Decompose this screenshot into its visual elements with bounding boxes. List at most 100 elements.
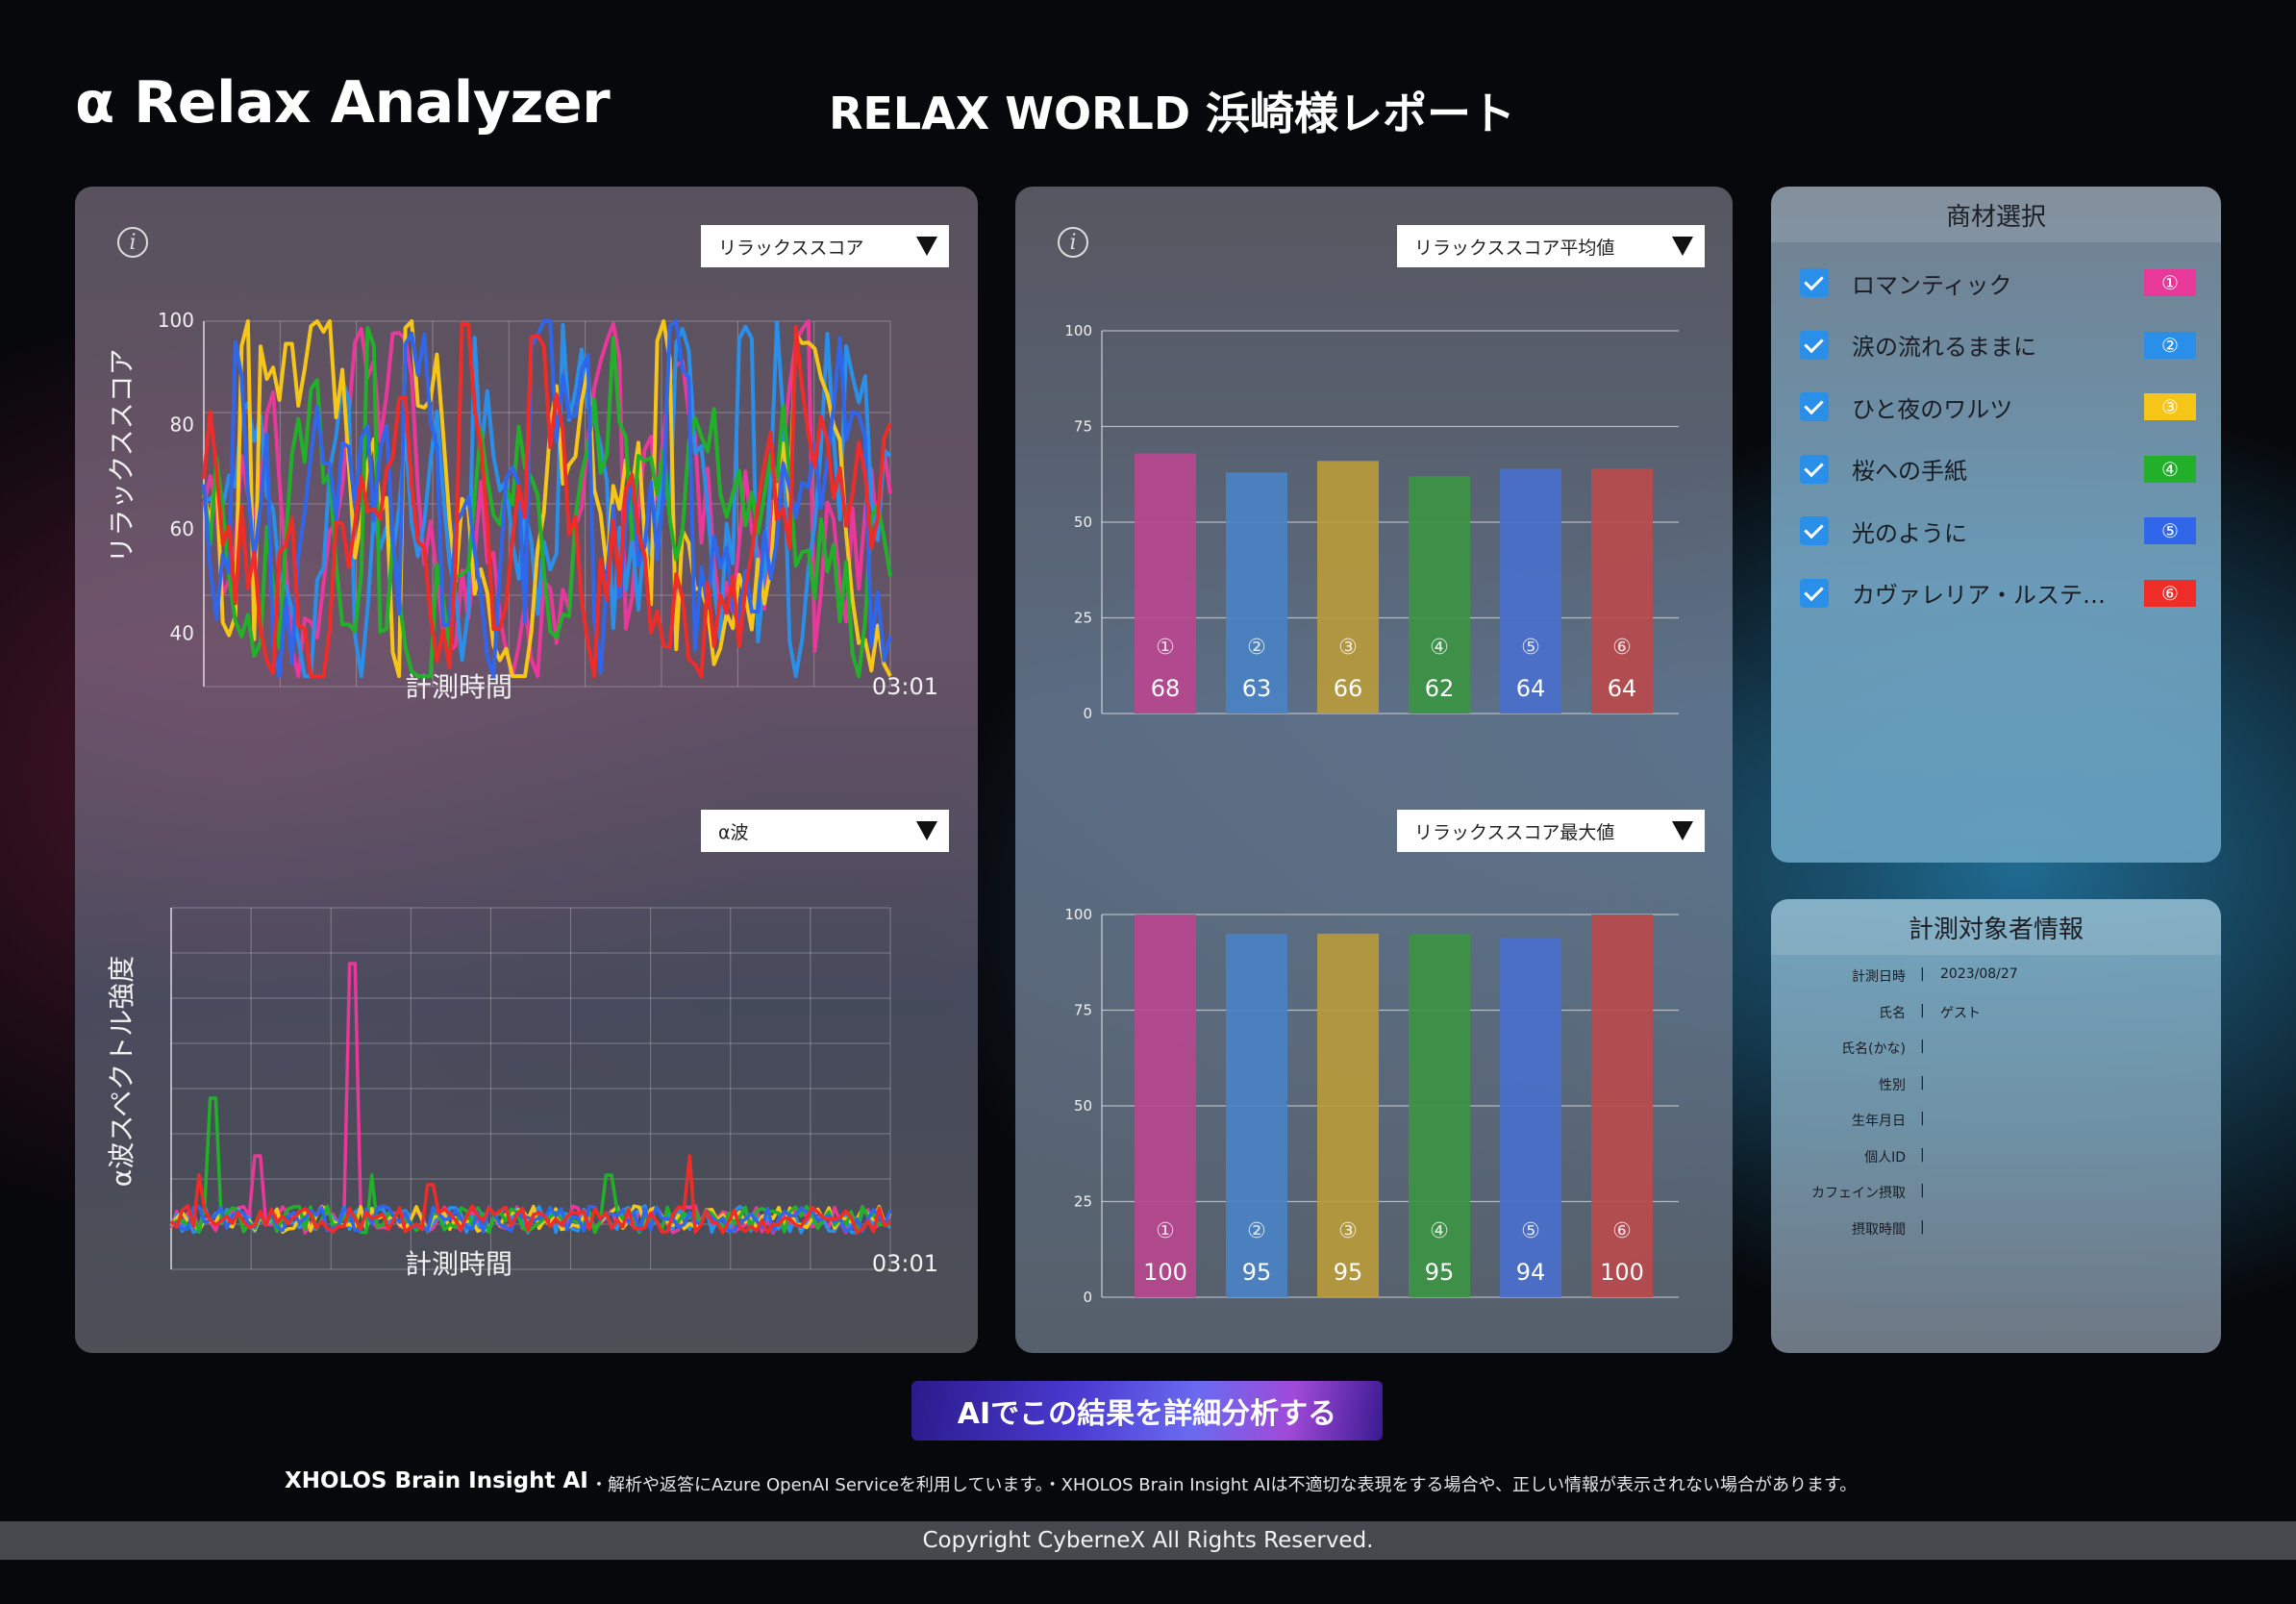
series-line [170,1096,891,1235]
y-tick-label: 50 [1074,1097,1092,1115]
info-key: 個人ID [1864,1149,1906,1165]
y-tick-label: 80 [170,414,194,437]
y-tick-label: 100 [1064,322,1092,339]
bar-value-label: 64 [1516,675,1546,702]
info-icon[interactable]: i [117,227,148,258]
y-tick-label: 25 [1074,610,1092,627]
y-tick-label: 0 [1083,1289,1092,1306]
bar-value-label: 95 [1334,1259,1363,1286]
info-separator: | [1920,1146,1925,1163]
info-separator: | [1920,1218,1925,1235]
series-line [169,1154,891,1235]
score-metric-dropdown[interactable]: リラックススコア [701,225,949,267]
info-separator: | [1920,1074,1925,1090]
dropdown-label: リラックススコア最大値 [1414,821,1615,843]
bar-category-label: ③ [1338,1219,1358,1243]
product-item[interactable]: 桜への手紙 ④ [1771,439,2221,501]
dropdown-label: α波 [718,821,749,843]
y-axis-label: α波スペクトル強度 [106,956,137,1188]
y-tick-label: 75 [1074,418,1092,436]
y-tick-label: 60 [170,517,194,540]
product-label: 涙の流れるままに [1852,334,2036,362]
y-tick-label: 25 [1074,1193,1092,1211]
y-tick-label: 100 [158,309,194,332]
bar-category-label: ① [1156,1219,1175,1243]
footer-brand: XHOLOS Brain Insight AI [285,1468,588,1493]
bar-value-label: 100 [1143,1259,1187,1286]
product-item[interactable]: ロマンティック ① [1771,252,2221,314]
bar[interactable] [1500,468,1561,714]
copyright-text: Copyright CyberneX All Rights Reserved. [922,1528,1374,1553]
checkbox[interactable] [1800,516,1829,546]
series-badge: ④ [2144,455,2196,483]
info-icon[interactable]: i [1058,227,1088,258]
elapsed-time-label: 03:01 [872,1250,938,1277]
y-tick-label: 0 [1083,705,1092,722]
bar-category-label: ② [1247,1219,1266,1243]
info-row: カフェイン摂取 | [1771,1173,2221,1210]
product-label: 桜への手紙 [1852,458,1967,486]
info-key: 摂取時間 [1852,1221,1906,1238]
ai-analyze-button[interactable]: AIでこの結果を詳細分析する [911,1381,1383,1441]
bar[interactable] [1135,453,1196,714]
info-key: 氏名 [1879,1005,1906,1021]
bar-category-label: ⑤ [1521,1219,1540,1243]
bar[interactable] [1135,915,1196,1297]
info-value: 2023/08/27 [1940,966,2018,982]
bar-value-label: 63 [1242,675,1272,702]
info-key: 生年月日 [1852,1114,1906,1129]
checkbox[interactable] [1800,268,1829,298]
checkbox[interactable] [1800,392,1829,422]
y-tick-label: 50 [1074,514,1092,531]
product-item[interactable]: 涙の流れるままに ② [1771,314,2221,377]
info-row: 個人ID | [1771,1138,2221,1174]
y-tick-label: 75 [1074,1002,1092,1019]
wave-band-dropdown[interactable]: α波 [701,810,949,852]
info-row: 氏名(かな) | [1771,1029,2221,1065]
bar[interactable] [1317,933,1379,1297]
checkbox[interactable] [1800,578,1829,608]
bar-value-label: 94 [1516,1259,1546,1286]
bar[interactable] [1226,933,1287,1297]
bar-value-label: 100 [1600,1259,1644,1286]
series-badge: ⑤ [2144,517,2196,545]
bar-category-label: ⑥ [1612,1219,1632,1243]
bar[interactable] [1500,937,1561,1297]
product-label: カヴァレリア・ルステ… [1852,582,2106,610]
checkbox[interactable] [1800,330,1829,360]
max-metric-dropdown[interactable]: リラックススコア最大値 [1397,810,1705,852]
bar[interactable] [1317,461,1379,714]
info-row: 計測日時 | 2023/08/27 [1771,957,2221,993]
dropdown-arrow-icon [916,821,937,840]
bar[interactable] [1591,915,1653,1297]
bar-value-label: 68 [1151,675,1181,702]
info-separator: | [1920,1111,1925,1126]
info-row: 氏名 | ゲスト [1771,993,2221,1030]
info-key: 性別 [1879,1077,1906,1093]
info-separator: | [1920,966,1925,982]
product-item[interactable]: ひと夜のワルツ ③ [1771,376,2221,439]
product-list: ロマンティック ① 涙の流れるままに ② ひと夜のワルツ ③ 桜への手紙 ④ 光のように ⑤ カヴァ… [1771,242,2221,624]
info-row: 生年月日 | [1771,1101,2221,1138]
average-score-bar-chart: 0 25 50 75 100 ① 68 ② 63 ③ 66 ④ 62 ⑤ 64 ⑥ 64 [1064,322,1679,722]
bar-category-label: ④ [1430,636,1449,660]
dropdown-label: リラックススコア [718,237,864,259]
bar[interactable] [1226,472,1287,714]
report-title: RELAX WORLD 浜崎様レポート [829,88,1516,139]
series-line [202,321,892,679]
bar-category-label: ③ [1338,636,1358,660]
bar[interactable] [1409,933,1470,1297]
y-tick-label: 40 [170,622,194,645]
app-title: α Relax Analyzer [75,69,611,137]
dropdown-arrow-icon [916,237,937,256]
bar[interactable] [1409,476,1470,714]
bar[interactable] [1591,468,1653,714]
series-badge: ⑥ [2144,579,2196,607]
series-line [169,962,892,1235]
product-item[interactable]: 光のように ⑤ [1771,500,2221,563]
product-item[interactable]: カヴァレリア・ルステ… ⑥ [1771,563,2221,625]
average-metric-dropdown[interactable]: リラックススコア平均値 [1397,225,1705,267]
checkbox[interactable] [1800,454,1829,484]
bar-category-label: ① [1156,636,1175,660]
